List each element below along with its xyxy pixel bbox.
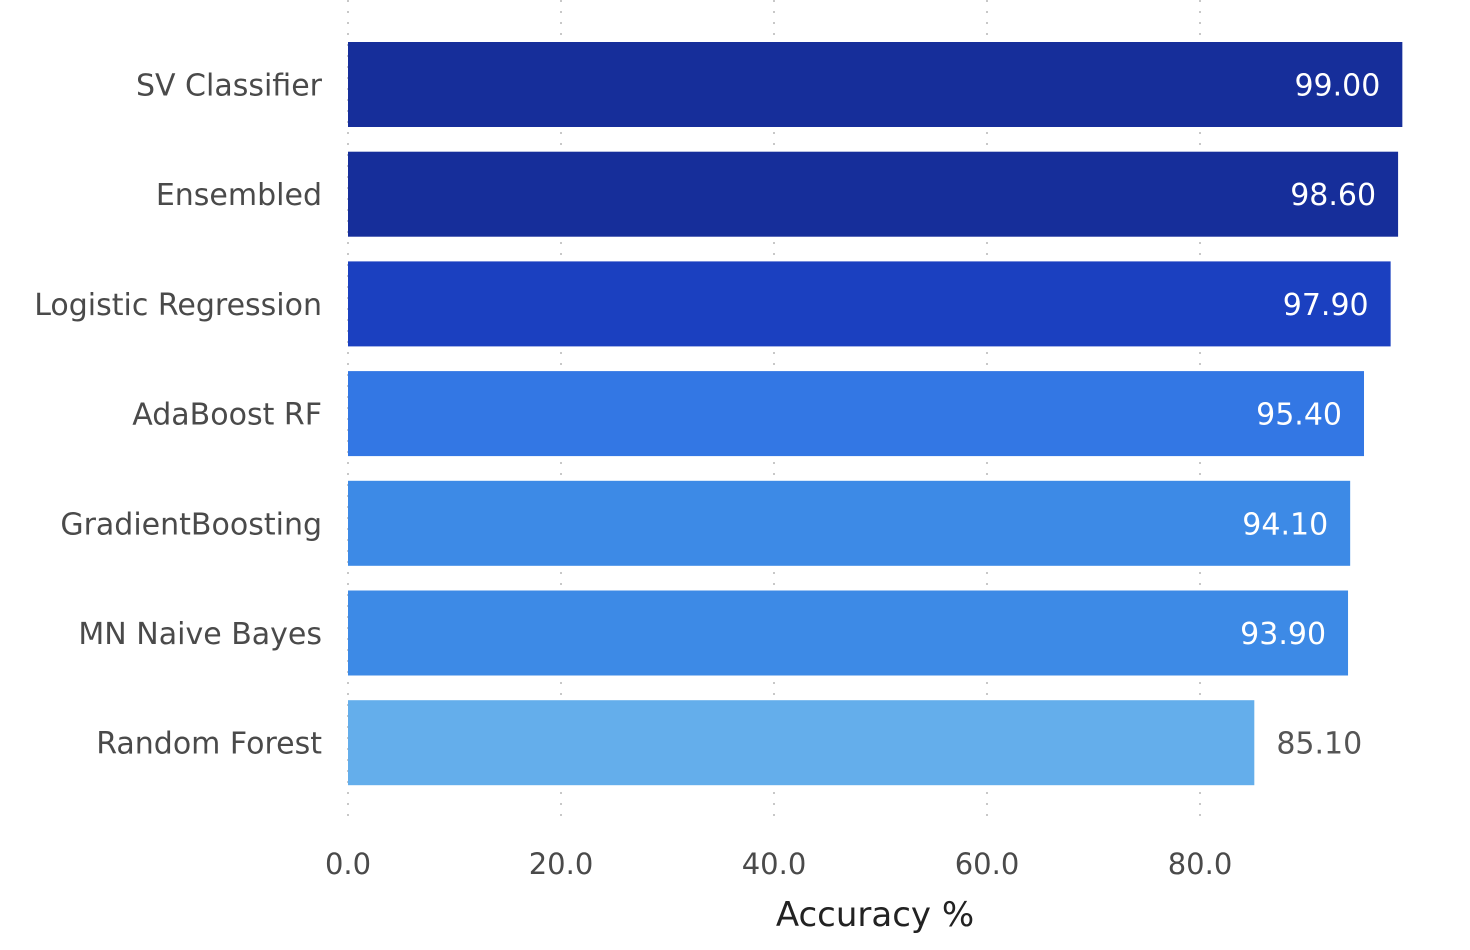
bar (348, 42, 1403, 127)
value-label: 97.90 (1283, 288, 1369, 323)
value-label: 85.10 (1276, 727, 1362, 762)
bar (348, 371, 1365, 457)
category-labels: SV Classifier Ensembled Logistic Regressio… (34, 69, 322, 762)
bar (348, 261, 1391, 347)
value-label: 94.10 (1242, 507, 1328, 542)
value-label: 98.60 (1290, 178, 1376, 213)
category-label: Random Forest (96, 727, 322, 762)
x-tick-label: 0.0 (325, 847, 371, 881)
bar (348, 590, 1349, 676)
x-tick-label: 60.0 (955, 847, 1020, 881)
category-label: MN Naive Bayes (78, 617, 322, 652)
category-label: GradientBoosting (60, 507, 322, 542)
category-label: Ensembled (156, 178, 322, 213)
bar (348, 151, 1399, 237)
grid-lines (347, 0, 1201, 820)
category-label: AdaBoost RF (132, 398, 322, 433)
category-label: Logistic Regression (34, 288, 322, 323)
value-label: 99.00 (1294, 69, 1380, 104)
x-tick-labels: 0.0 20.0 40.0 60.0 80.0 (325, 847, 1232, 881)
value-label: 95.40 (1256, 398, 1342, 433)
x-tick-label: 20.0 (529, 847, 594, 881)
value-label: 93.90 (1240, 617, 1326, 652)
x-tick-label: 80.0 (1168, 847, 1233, 881)
bars (348, 42, 1403, 786)
bar (348, 700, 1255, 786)
x-axis-title: Accuracy % (776, 895, 974, 935)
x-tick-label: 40.0 (742, 847, 807, 881)
category-label: SV Classifier (136, 69, 323, 104)
value-labels: 99.00 98.60 97.90 95.40 94.10 93.90 85.10 (1240, 69, 1380, 762)
bar (348, 480, 1351, 566)
